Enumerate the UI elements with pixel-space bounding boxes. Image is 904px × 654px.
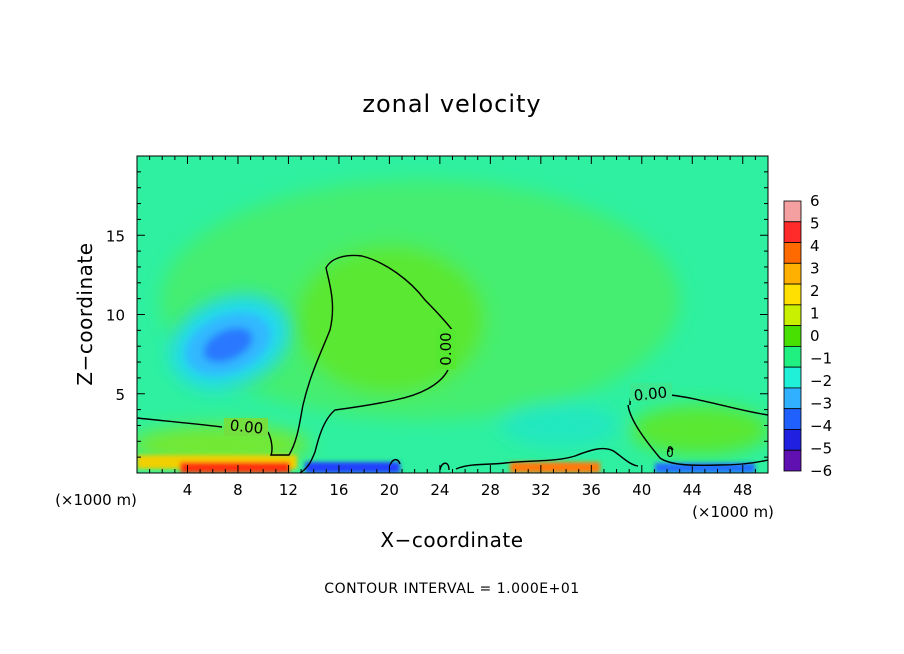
field-surface-orange [510,462,600,473]
colorbar-label: −1 [810,350,832,368]
x-unit-left: (×1000 m) [55,491,137,509]
colorbar-label: 0 [810,327,820,345]
field-negative-core [203,327,253,363]
contour-interval-note: CONTOUR INTERVAL = 1.000E+01 [324,581,579,597]
y-axis-label: Z−coordinate [73,242,97,385]
y-tick-label: 5 [115,386,125,404]
x-tick-label: 24 [430,481,449,499]
colorbar-label: 5 [810,215,820,233]
colorbar-label: 6 [810,192,820,210]
field-surface-blue-right [655,463,755,473]
colorbar-swatch [783,304,802,327]
contour-zero-left [137,254,453,473]
colorbar-swatch [783,429,802,451]
x-tick-label: 4 [183,481,193,499]
colorbar-label: 3 [810,260,820,278]
x-axis-label: X−coordinate [380,528,523,552]
chart-title: zonal velocity [362,90,541,118]
x-tick-label: 16 [329,481,348,499]
colorbar-label: −5 [810,440,832,458]
colorbar-swatch [783,366,802,389]
x-tick-label: 48 [733,481,752,499]
x-tick-label: 32 [531,481,550,499]
field-positive-right [630,405,768,455]
colorbar-label: −4 [810,417,832,435]
x-tick-label: 12 [279,481,298,499]
y-tick-label: 15 [106,227,125,245]
colorbar-label: −3 [810,395,832,413]
colorbar-swatch [783,345,802,368]
x-tick-label: 36 [582,481,601,499]
field-weak-negative-right [500,403,620,447]
contour-label-3: 0.00 [633,383,668,404]
colorbar-label: 2 [810,282,820,300]
colorbar-swatch [783,262,802,285]
contour-zero-small [667,446,674,453]
colorbar-label: −2 [810,372,832,390]
colorbar-swatch [783,283,802,306]
x-unit-right: (×1000 m) [692,503,774,521]
colorbar-label: 4 [810,237,820,255]
x-tick-label: 8 [233,481,243,499]
tick-marks [137,156,768,473]
x-tick-label: 28 [481,481,500,499]
contour-labels: 0.00 0.00 0.00 0 [224,329,674,460]
x-tick-label: 44 [683,481,702,499]
colorbar-swatch [783,221,802,243]
field-surface-blue [305,462,400,473]
y-tick-label: 10 [106,307,125,325]
x-tick-label: 20 [380,481,399,499]
contour-zero-surface [389,447,639,471]
colorbar-swatch [783,408,802,430]
colorbar-label: 1 [810,305,820,323]
colorbar-label: −6 [810,462,832,480]
x-tick-label: 40 [632,481,651,499]
colorbar-swatch [783,200,802,223]
colorbar-swatch [783,242,802,264]
contour-label-1: 0.00 [229,416,264,437]
y-tick-labels: 5 10 15 [106,227,125,404]
contour-label-2: 0.00 [437,332,455,365]
contour-label-small: 0 [666,446,674,460]
colorbar: 6 5 4 3 2 1 0 −1 −2 −3 −4 −5 −6 [783,192,832,480]
field-positive-plume [295,245,485,395]
colorbar-swatch [783,387,802,410]
colorbar-swatch [783,325,802,347]
contour-label-bg-3 [630,383,672,401]
field-surface-red [180,462,290,473]
plot-area: 0.00 0.00 0.00 0 [137,156,768,473]
contour-label-bg-1 [224,418,268,436]
x-tick-labels: 4 8 12 16 20 24 28 32 36 40 44 48 [183,481,753,499]
contour-label-bg-2 [436,329,456,369]
colorbar-swatch [783,449,802,472]
